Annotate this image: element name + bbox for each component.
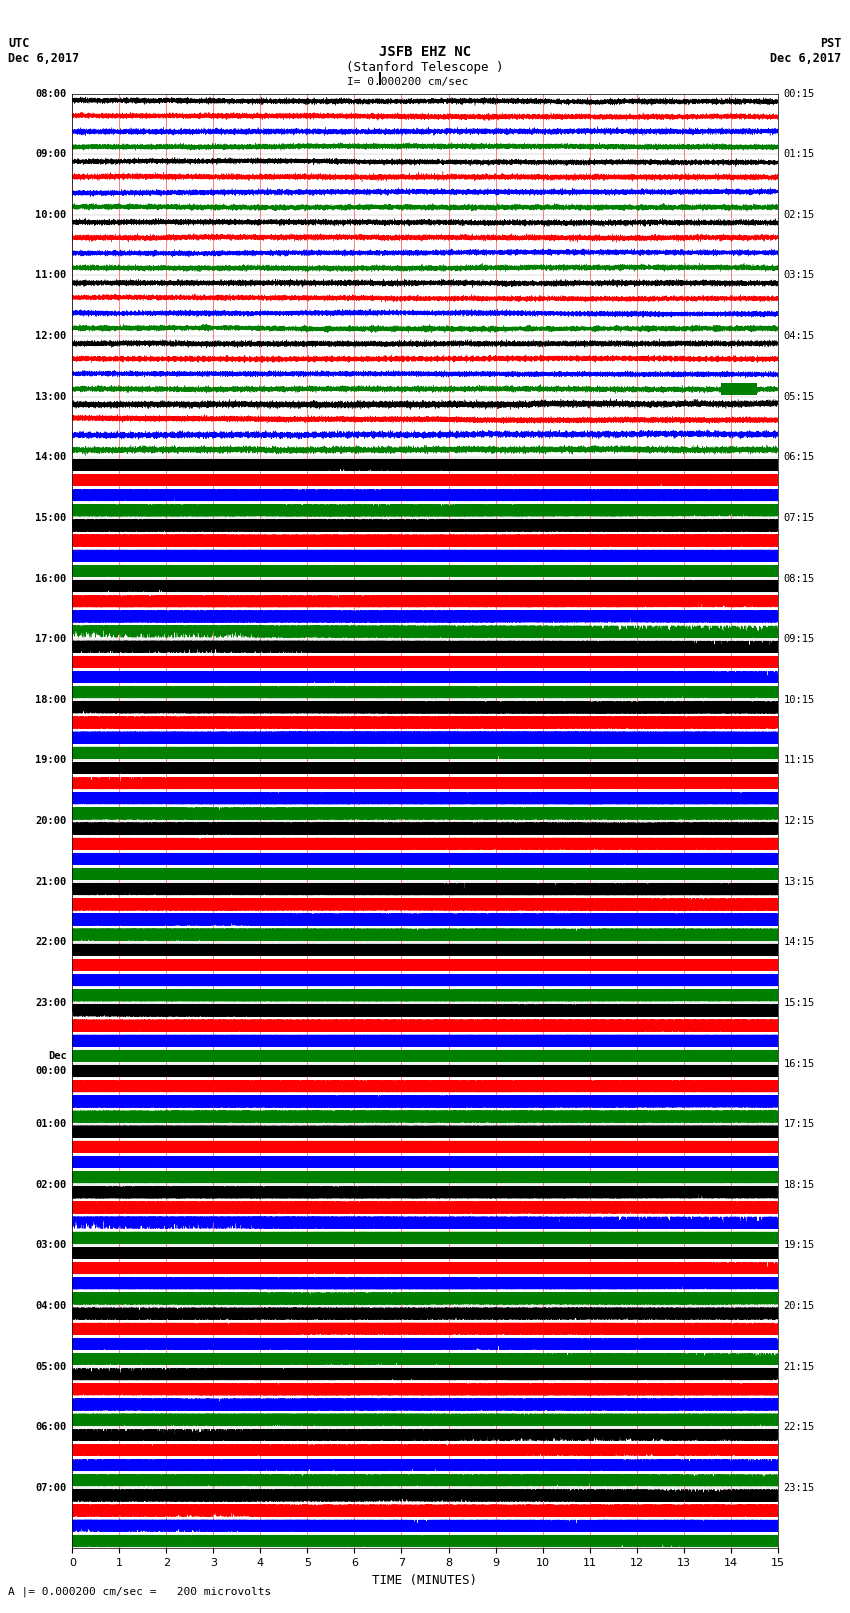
Text: 03:15: 03:15 bbox=[784, 271, 814, 281]
Text: 05:00: 05:00 bbox=[36, 1361, 66, 1371]
Text: 03:00: 03:00 bbox=[36, 1240, 66, 1250]
Text: 00:00: 00:00 bbox=[36, 1066, 66, 1076]
Text: PST: PST bbox=[820, 37, 842, 50]
Text: 14:00: 14:00 bbox=[36, 452, 66, 463]
Text: 02:15: 02:15 bbox=[784, 210, 814, 219]
Text: 22:00: 22:00 bbox=[36, 937, 66, 947]
Text: 08:00: 08:00 bbox=[36, 89, 66, 98]
Text: 22:15: 22:15 bbox=[784, 1423, 814, 1432]
Text: 12:00: 12:00 bbox=[36, 331, 66, 340]
Text: 13:15: 13:15 bbox=[784, 876, 814, 887]
Text: 14:15: 14:15 bbox=[784, 937, 814, 947]
Text: 21:00: 21:00 bbox=[36, 876, 66, 887]
Text: 06:00: 06:00 bbox=[36, 1423, 66, 1432]
Text: 11:15: 11:15 bbox=[784, 755, 814, 766]
Text: 15:15: 15:15 bbox=[784, 998, 814, 1008]
Text: 01:15: 01:15 bbox=[784, 148, 814, 160]
Text: 10:15: 10:15 bbox=[784, 695, 814, 705]
Text: 16:00: 16:00 bbox=[36, 574, 66, 584]
Text: Dec: Dec bbox=[48, 1052, 66, 1061]
Text: 13:00: 13:00 bbox=[36, 392, 66, 402]
Text: 05:15: 05:15 bbox=[784, 392, 814, 402]
Text: 16:15: 16:15 bbox=[784, 1058, 814, 1068]
Text: 15:00: 15:00 bbox=[36, 513, 66, 523]
Text: 09:15: 09:15 bbox=[784, 634, 814, 644]
Text: 12:15: 12:15 bbox=[784, 816, 814, 826]
Text: 18:00: 18:00 bbox=[36, 695, 66, 705]
Text: 02:00: 02:00 bbox=[36, 1179, 66, 1190]
Text: 10:00: 10:00 bbox=[36, 210, 66, 219]
Text: 20:15: 20:15 bbox=[784, 1302, 814, 1311]
Text: 23:15: 23:15 bbox=[784, 1482, 814, 1494]
Text: JSFB EHZ NC: JSFB EHZ NC bbox=[379, 45, 471, 60]
Text: 19:15: 19:15 bbox=[784, 1240, 814, 1250]
Text: 04:00: 04:00 bbox=[36, 1302, 66, 1311]
Text: 11:00: 11:00 bbox=[36, 271, 66, 281]
Text: 06:15: 06:15 bbox=[784, 452, 814, 463]
Text: 23:00: 23:00 bbox=[36, 998, 66, 1008]
Text: 07:15: 07:15 bbox=[784, 513, 814, 523]
Text: I= 0.000200 cm/sec: I= 0.000200 cm/sec bbox=[348, 77, 468, 87]
Text: 20:00: 20:00 bbox=[36, 816, 66, 826]
Text: 08:15: 08:15 bbox=[784, 574, 814, 584]
Text: 04:15: 04:15 bbox=[784, 331, 814, 340]
Text: 21:15: 21:15 bbox=[784, 1361, 814, 1371]
X-axis label: TIME (MINUTES): TIME (MINUTES) bbox=[372, 1574, 478, 1587]
Text: 01:00: 01:00 bbox=[36, 1119, 66, 1129]
Text: UTC: UTC bbox=[8, 37, 30, 50]
Text: A |= 0.000200 cm/sec =   200 microvolts: A |= 0.000200 cm/sec = 200 microvolts bbox=[8, 1586, 272, 1597]
Text: 18:15: 18:15 bbox=[784, 1179, 814, 1190]
Text: 09:00: 09:00 bbox=[36, 148, 66, 160]
Text: (Stanford Telescope ): (Stanford Telescope ) bbox=[346, 61, 504, 74]
Text: 17:15: 17:15 bbox=[784, 1119, 814, 1129]
Text: 19:00: 19:00 bbox=[36, 755, 66, 766]
Text: Dec 6,2017: Dec 6,2017 bbox=[770, 52, 842, 65]
Text: Dec 6,2017: Dec 6,2017 bbox=[8, 52, 80, 65]
Text: 07:00: 07:00 bbox=[36, 1482, 66, 1494]
Text: 17:00: 17:00 bbox=[36, 634, 66, 644]
Text: 00:15: 00:15 bbox=[784, 89, 814, 98]
